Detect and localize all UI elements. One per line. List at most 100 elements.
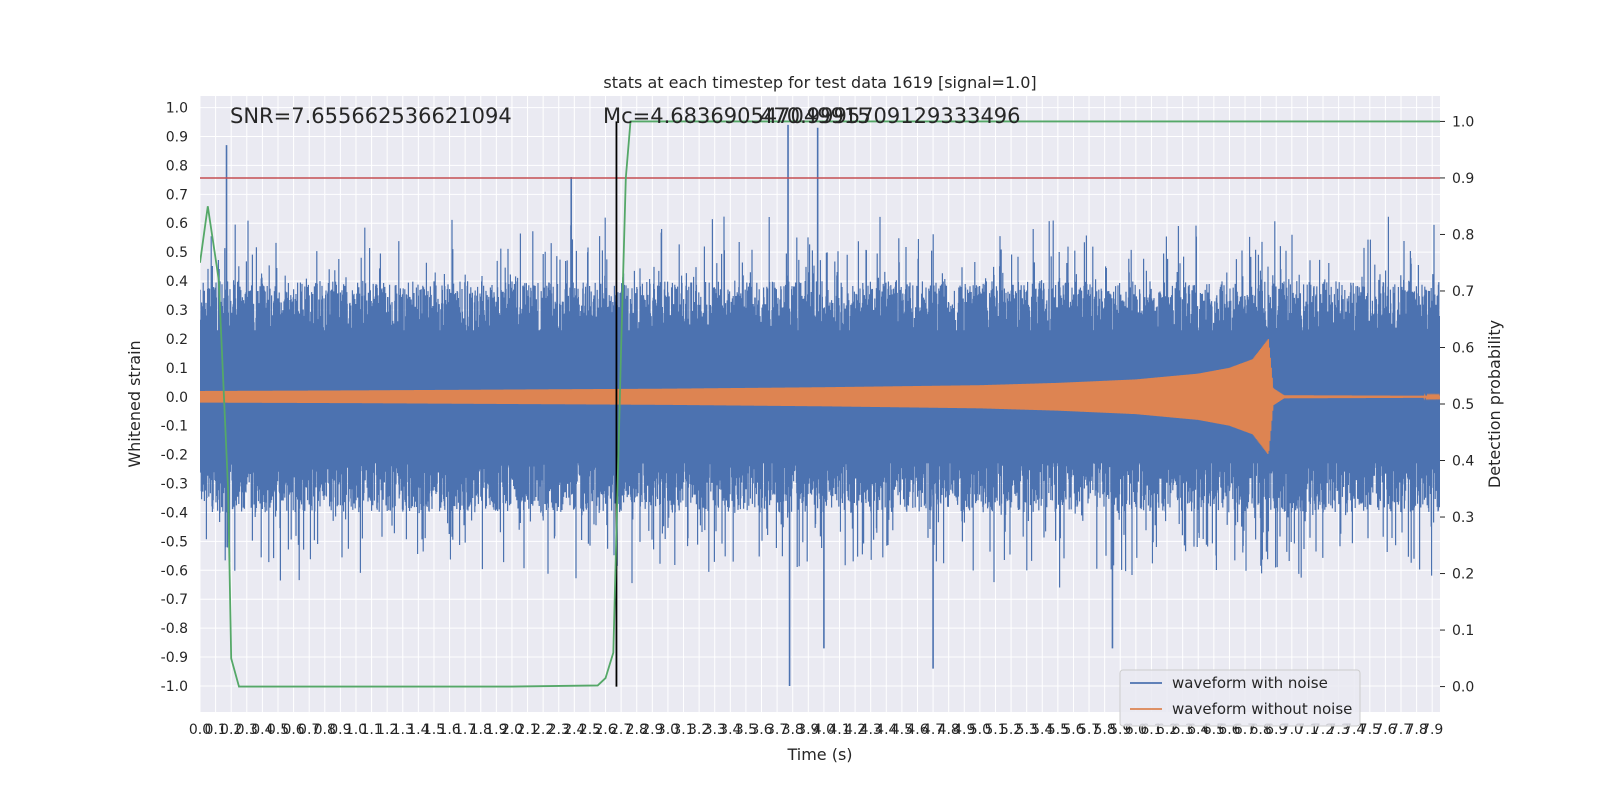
x-tick-label: 5.1: [984, 722, 1006, 738]
snr-annotation: SNR=7.655662536621094: [230, 104, 512, 128]
x-tick-label: 4.7: [922, 722, 944, 738]
y-tick-label: 0.7: [166, 187, 188, 203]
x-tick-label: 4.4: [875, 722, 897, 738]
x-tick-label: 4.8: [938, 722, 960, 738]
x-tick-label: 4.9: [953, 722, 975, 738]
y2-tick-label: 0.0: [1452, 680, 1474, 696]
chart-title: stats at each timestep for test data 161…: [603, 73, 1036, 92]
x-tick-label: 1.0: [345, 722, 367, 738]
x-tick-label: 3.2: [688, 722, 710, 738]
y-tick-label: 0.3: [166, 303, 188, 319]
y-tick-label: 0.2: [166, 332, 188, 348]
x-tick-label: 2.8: [626, 722, 648, 738]
x-tick-label: 2.6: [594, 722, 616, 738]
y-tick-label: -0.6: [161, 563, 188, 579]
x-tick-label: 1.8: [470, 722, 492, 738]
x-tick-label: 0.2: [220, 722, 242, 738]
x-tick-label: 0.1: [204, 722, 226, 738]
x-tick-label: 0.6: [282, 722, 304, 738]
legend-label-noise: waveform with noise: [1172, 674, 1328, 692]
y-tick-label: -0.4: [161, 505, 188, 521]
x-tick-label: 3.5: [735, 722, 757, 738]
x-tick-label: 5.3: [1016, 722, 1038, 738]
x-tick-label: 4.0: [813, 722, 835, 738]
x-tick-label: 1.6: [438, 722, 460, 738]
y-tick-label: -0.1: [161, 419, 188, 435]
x-tick-label: 3.7: [766, 722, 788, 738]
y-tick-label: -1.0: [161, 679, 188, 695]
x-tick-label: 1.1: [360, 722, 382, 738]
y2-tick-label: 0.2: [1452, 567, 1474, 583]
x-tick-label: 3.8: [782, 722, 804, 738]
y2-tick-label: 0.4: [1452, 454, 1474, 470]
x-tick-label: 2.9: [641, 722, 663, 738]
x-tick-label: 1.4: [407, 722, 429, 738]
x-tick-label: 4.2: [844, 722, 866, 738]
x-tick-label: 3.9: [797, 722, 819, 738]
x-tick-label: 4.5: [891, 722, 913, 738]
y2-tick-label: 0.6: [1452, 340, 1474, 356]
y2-tick-label: 1.0: [1452, 114, 1474, 130]
x-tick-label: 1.5: [423, 722, 445, 738]
x-tick-label: 0.0: [189, 722, 211, 738]
y2-tick-label: 0.5: [1452, 397, 1474, 413]
x-tick-label: 2.5: [579, 722, 601, 738]
y-tick-label: -0.9: [161, 650, 188, 666]
x-tick-label: 5.0: [969, 722, 991, 738]
y-tick-label: 0.6: [166, 216, 188, 232]
x-tick-label: 7.6: [1374, 722, 1396, 738]
y-axis-label: Whitened strain: [125, 340, 144, 467]
x-tick-label: 2.2: [532, 722, 554, 738]
y-axis-ticks: 1.0 0.9 0.8 0.7 0.6 0.5 0.4 0.3 0.2 0.1 0.0 -0.1 -0.…: [161, 101, 188, 695]
x-tick-label: 0.8: [314, 722, 336, 738]
x-tick-label: 3.3: [704, 722, 726, 738]
y2-tick-label: 0.8: [1452, 227, 1474, 243]
x-tick-label: 2.4: [563, 722, 585, 738]
x-tick-label: 7.9: [1421, 722, 1443, 738]
y2-tick-label: 0.9: [1452, 171, 1474, 187]
x-tick-label: 5.8: [1094, 722, 1116, 738]
waveform-without-noise-series: [200, 339, 1440, 454]
legend-box: [1119, 669, 1361, 727]
x-tick-label: 3.1: [672, 722, 694, 738]
x-tick-label: 4.1: [828, 722, 850, 738]
y2-axis-label: Detection probability: [1485, 320, 1504, 488]
x-tick-label: 5.5: [1047, 722, 1069, 738]
x-tick-label: 4.3: [860, 722, 882, 738]
legend: waveform with noise waveform without noi…: [1119, 669, 1361, 727]
x-tick-label: 7.5: [1359, 722, 1381, 738]
x-tick-label: 2.0: [501, 722, 523, 738]
x-tick-label: 1.9: [485, 722, 507, 738]
x-tick-label: 0.4: [251, 722, 273, 738]
y2-tick-label: 0.7: [1452, 284, 1474, 300]
x-tick-label: 5.4: [1031, 722, 1053, 738]
y-tick-label: 0.4: [166, 274, 188, 290]
overlay-lines: [200, 120, 1440, 688]
x-tick-label: 0.9: [329, 722, 351, 738]
y-tick-label: -0.3: [161, 477, 188, 493]
x-tick-label: 2.3: [548, 722, 570, 738]
y-tick-label: 1.0: [166, 101, 188, 117]
legend-label-signal: waveform without noise: [1172, 700, 1352, 718]
x-tick-label: 5.2: [1000, 722, 1022, 738]
y-tick-label: 0.9: [166, 129, 188, 145]
y-tick-label: 0.1: [166, 361, 188, 377]
x-tick-label: 0.3: [236, 722, 258, 738]
x-tick-label: 5.6: [1062, 722, 1084, 738]
y-tick-label: 0.8: [166, 158, 188, 174]
y-tick-label: 0.0: [166, 390, 188, 406]
x-tick-label: 2.1: [516, 722, 538, 738]
x-tick-label: 5.7: [1078, 722, 1100, 738]
x-tick-label: 3.6: [750, 722, 772, 738]
y-tick-label: 0.5: [166, 245, 188, 261]
x-tick-label: 1.3: [392, 722, 414, 738]
detection-probability-line: [200, 120, 1440, 688]
chirp-mass-annotation: Mc=4.683690547049915: [603, 104, 871, 128]
x-tick-label: 7.7: [1390, 722, 1412, 738]
y2-tick-label: 0.3: [1452, 510, 1474, 526]
x-tick-label: 4.6: [906, 722, 928, 738]
y2-axis-ticks: 1.0 0.9 0.8 0.7 0.6 0.5 0.4 0.3 0.2 0.1 0.0: [1440, 114, 1474, 696]
x-tick-label: 1.2: [376, 722, 398, 738]
x-axis-label: Time (s): [786, 745, 852, 764]
y-tick-label: -0.7: [161, 592, 188, 608]
